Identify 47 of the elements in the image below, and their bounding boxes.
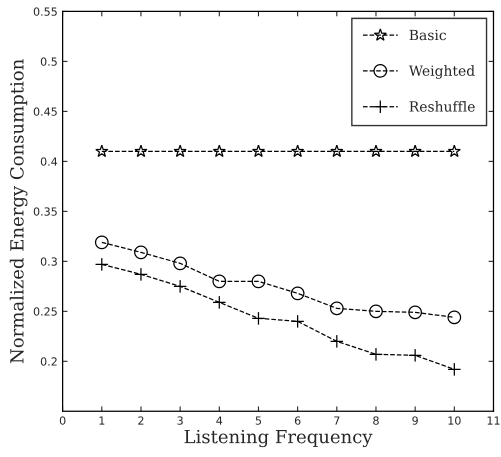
x-tick-label: 8 — [373, 416, 379, 425]
point — [330, 144, 344, 158]
point — [408, 144, 422, 158]
point — [290, 286, 305, 300]
point — [447, 310, 462, 324]
point — [369, 144, 383, 158]
x-tick-label: 3 — [177, 416, 183, 425]
x-tick-label: 5 — [256, 416, 262, 425]
legend-label: Basic — [410, 30, 446, 40]
x-tick-label: 4 — [216, 416, 222, 425]
x-tick-label: 7 — [334, 416, 340, 425]
x-tick-label: 9 — [412, 416, 418, 425]
y-tick-label: 0.45 — [34, 107, 57, 116]
point — [134, 267, 148, 282]
point — [212, 274, 226, 288]
x-tick-label: 2 — [138, 416, 144, 425]
point — [95, 144, 108, 158]
legend-label: Reshuffle — [410, 101, 475, 112]
point — [134, 144, 148, 158]
point — [330, 301, 344, 316]
y-tick-label: 0.5 — [40, 57, 57, 66]
point — [408, 305, 422, 320]
point — [173, 256, 188, 270]
point — [369, 304, 383, 318]
point — [252, 274, 266, 288]
y-tick-label: 0.3 — [40, 257, 57, 266]
y-axis-title: Normalized Energy Consumption — [10, 59, 28, 364]
point — [134, 245, 148, 260]
point — [291, 144, 304, 158]
y-tick-label: 0.25 — [34, 307, 57, 316]
y-tick-label: 0.4 — [40, 157, 58, 166]
y-tick-label: 0.55 — [34, 7, 57, 16]
x-tick-label: 10 — [448, 416, 461, 425]
point — [252, 144, 266, 158]
x-tick-label: 11 — [488, 416, 500, 425]
y-tick-label: 0.2 — [40, 357, 57, 366]
legend-label: Weighted — [408, 65, 475, 79]
x-axis-title: Listening Frequency — [184, 430, 372, 448]
point — [94, 235, 109, 250]
x-tick-label: 1 — [99, 416, 104, 425]
x-tick-label: 6 — [294, 416, 300, 425]
y-tick-label: 0.35 — [34, 207, 57, 216]
point — [174, 144, 187, 158]
point — [212, 144, 226, 158]
point — [448, 144, 461, 158]
x-tick-label: 0 — [60, 416, 66, 425]
point — [252, 311, 266, 326]
